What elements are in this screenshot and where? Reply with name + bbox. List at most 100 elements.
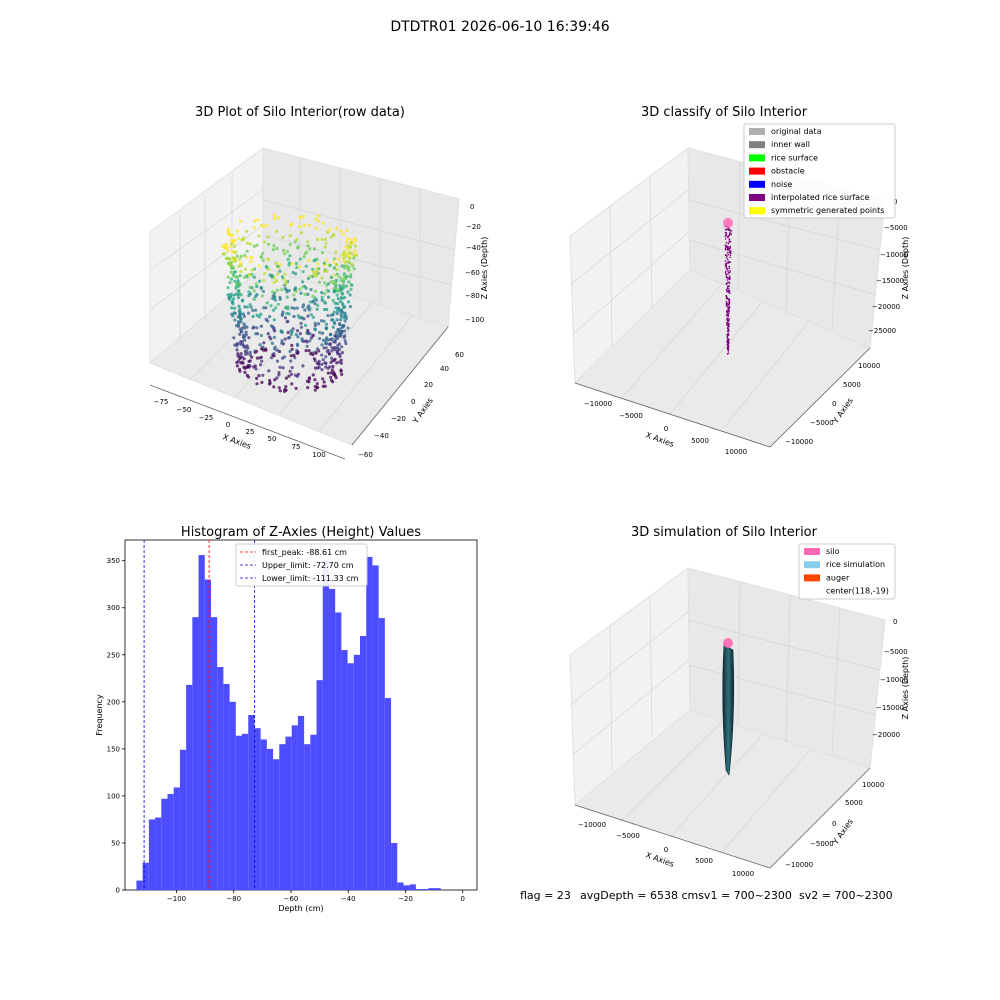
classify-point — [724, 271, 727, 274]
raw-point — [279, 330, 283, 334]
raw-point — [330, 337, 334, 341]
raw-point — [282, 355, 286, 359]
raw-point — [336, 306, 341, 310]
raw-point — [290, 366, 294, 370]
raw-point — [332, 279, 336, 283]
raw-point — [342, 256, 346, 260]
raw-point — [320, 251, 324, 255]
raw-point — [289, 223, 293, 228]
simulation-y-ticks: 10000 5000 0 −5000 −10000 — [785, 781, 884, 869]
raw-point — [284, 279, 288, 283]
raw-point — [320, 343, 324, 347]
raw-point — [242, 314, 246, 319]
legend-swatch — [804, 574, 820, 582]
raw-point — [249, 259, 253, 264]
panel-classify: 3D classify of Silo Interior −10000 −500… — [569, 105, 910, 456]
raw-point — [322, 307, 327, 312]
classify-point — [726, 317, 728, 319]
raw-point — [276, 272, 280, 276]
classify-point — [728, 310, 730, 313]
raw-point — [342, 306, 346, 310]
raw-point — [238, 274, 242, 278]
histogram-bar — [279, 744, 286, 890]
raw-point — [281, 342, 285, 346]
raw-point — [354, 253, 359, 257]
raw-point — [242, 365, 246, 369]
raw-point — [301, 285, 305, 289]
raw-point — [324, 361, 328, 365]
raw-point — [269, 356, 274, 360]
raw-point — [266, 235, 270, 239]
histogram-bar — [335, 612, 342, 890]
raw-point — [320, 276, 324, 280]
raw-point — [249, 255, 253, 260]
raw-point — [269, 337, 273, 341]
raw-point — [248, 350, 252, 354]
histogram-bar — [229, 701, 236, 890]
panel-simulation: 3D simulation of Silo Interior −10000 −5… — [569, 525, 910, 878]
raw-point — [349, 272, 353, 277]
classify-point — [726, 337, 729, 339]
raw-point — [224, 242, 228, 246]
raw-point — [293, 240, 297, 244]
classify-point — [726, 311, 728, 314]
raw-point — [261, 373, 265, 377]
raw-point — [284, 306, 288, 310]
raw-point — [262, 278, 266, 282]
raw-point — [339, 296, 343, 300]
histogram-bar — [310, 734, 317, 890]
raw-point — [289, 332, 293, 336]
raw-point — [334, 250, 338, 254]
raw-point — [239, 352, 243, 356]
raw-point — [323, 269, 327, 273]
raw-point — [340, 324, 344, 328]
raw-point — [332, 310, 336, 314]
raw-point — [262, 224, 266, 229]
raw-point — [295, 306, 299, 310]
raw-point — [231, 297, 236, 301]
raw-point — [319, 319, 324, 323]
histogram-bar — [415, 889, 423, 890]
raw-point — [322, 338, 326, 342]
classify-point — [725, 257, 728, 259]
classify-point — [725, 296, 728, 298]
raw-point — [228, 263, 232, 267]
raw-z-tick: −100 — [465, 316, 484, 324]
raw-point — [338, 322, 342, 326]
histogram-y-label: Frequency — [95, 694, 104, 736]
classify-x-axis — [574, 382, 771, 448]
raw-point — [296, 335, 300, 339]
classify-point — [724, 260, 727, 262]
raw-point — [295, 237, 299, 241]
raw-point — [245, 229, 249, 233]
figure-suptitle: DTDTR01 2026-06-10 16:39:46 — [390, 19, 609, 35]
raw-point — [335, 311, 339, 316]
classify-point — [726, 251, 729, 254]
raw-point — [332, 281, 336, 286]
raw-point — [228, 280, 232, 285]
classify-x-label: X Axies — [644, 430, 675, 449]
raw-x-tick: 0 — [226, 421, 230, 429]
raw-point — [324, 322, 329, 326]
raw-point — [233, 306, 237, 310]
classify-point — [726, 268, 729, 270]
raw-point — [331, 380, 335, 384]
raw-point — [242, 345, 246, 349]
raw-point — [226, 286, 230, 290]
raw-point — [299, 321, 303, 325]
classify-point — [727, 313, 730, 315]
raw-point — [253, 267, 257, 271]
raw-z-tick: −80 — [465, 292, 480, 300]
histogram-reference-lines — [143, 540, 256, 890]
simulation-y-tick: 0 — [832, 820, 836, 828]
classify-point — [728, 291, 730, 293]
raw-point — [247, 359, 251, 363]
classify-point — [727, 343, 729, 346]
histogram-bar — [148, 819, 156, 890]
raw-point — [334, 376, 338, 380]
raw-point — [313, 358, 317, 363]
raw-point — [316, 303, 320, 308]
raw-point — [235, 282, 239, 286]
raw-point — [320, 295, 324, 299]
raw-point — [264, 317, 268, 321]
